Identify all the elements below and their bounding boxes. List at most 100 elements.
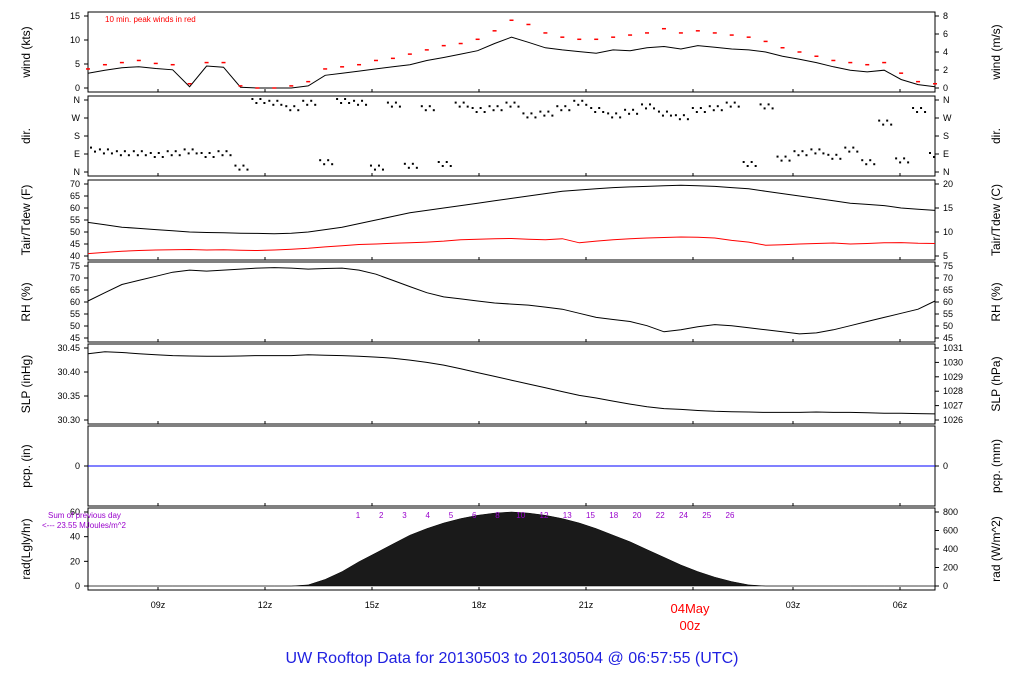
wind-direction-dot xyxy=(390,105,393,108)
y-axis-label-left: rad(Lgly/hr) xyxy=(19,518,33,579)
wind-direction-dot xyxy=(720,109,723,112)
y-tick-label-right: 45 xyxy=(943,333,953,343)
wind-direction-dot xyxy=(496,105,499,108)
y-tick-label-left: W xyxy=(72,113,81,123)
wind-direction-dot xyxy=(632,108,635,111)
wind-direction-dot xyxy=(276,99,279,102)
wind-direction-dot xyxy=(166,150,169,153)
wind-direction-dot xyxy=(136,154,139,157)
radiation-top-label: 2 xyxy=(379,511,384,520)
wind-direction-dot xyxy=(229,154,232,157)
radiation-top-label: 10 xyxy=(516,511,525,520)
wind-direction-dot xyxy=(331,163,334,166)
wind-direction-dot xyxy=(776,155,779,158)
wind-direction-dot xyxy=(407,166,410,169)
wind-direction-dot xyxy=(607,112,610,115)
y-tick-label-right: 50 xyxy=(943,321,953,331)
wind-direction-dot xyxy=(466,105,469,108)
wind-direction-dot xyxy=(865,163,868,166)
radiation-top-label: 15 xyxy=(586,511,595,520)
radiation-sum-value: <--- 23.55 MJoules/m^2 xyxy=(42,521,127,530)
y-tick-label-left: 15 xyxy=(70,11,80,21)
wind-direction-dot xyxy=(297,109,300,112)
y-tick-label-right: 600 xyxy=(943,526,958,536)
wind-direction-dot xyxy=(195,152,198,155)
wind-direction-dot xyxy=(682,114,685,117)
wind-direction-dot xyxy=(530,112,533,115)
wind-direction-dot xyxy=(373,168,376,171)
wind-direction-dot xyxy=(348,102,351,104)
wind-direction-dot xyxy=(242,164,245,167)
wind-direction-dot xyxy=(895,157,898,160)
wind-direction-dot xyxy=(149,152,152,154)
wind-direction-dot xyxy=(916,111,919,113)
wind-direction-dot xyxy=(157,152,160,154)
wind-direction-dot xyxy=(500,109,503,112)
y-tick-label-left: 70 xyxy=(70,273,80,283)
y-tick-label-left: 70 xyxy=(70,179,80,189)
wind-direction-dot xyxy=(191,148,194,151)
wind-direction-dot xyxy=(539,110,542,113)
wind-direction-dot xyxy=(551,114,554,117)
wind-direction-dot xyxy=(573,99,576,102)
wind-direction-dot xyxy=(411,162,414,165)
wind-direction-dot xyxy=(882,123,885,126)
wind-direction-dot xyxy=(912,107,915,109)
y-tick-label-left: 0 xyxy=(75,581,80,591)
wind-direction-dot xyxy=(878,119,881,122)
y-tick-label-right: 1026 xyxy=(943,415,963,425)
radiation-top-label: 1 xyxy=(356,511,361,520)
y-tick-label-right: W xyxy=(943,113,952,123)
y-tick-label-right: 200 xyxy=(943,563,958,573)
wind-direction-dot xyxy=(483,111,486,113)
dewpoint-line xyxy=(87,236,936,255)
wind-direction-dot xyxy=(344,98,347,100)
wind-direction-dot xyxy=(319,159,322,162)
panel-frame xyxy=(87,261,936,343)
date-hour-label: 00z xyxy=(680,618,701,633)
wind-direction-dot xyxy=(733,101,736,104)
wind-direction-dot xyxy=(361,99,364,102)
wind-direction-dot xyxy=(784,155,787,158)
y-tick-label-right: 65 xyxy=(943,285,953,295)
wind-direction-dot xyxy=(924,111,927,113)
wind-direction-dot xyxy=(479,107,482,109)
wind-direction-dot xyxy=(788,159,791,162)
y-tick-label-right: 15 xyxy=(943,203,953,213)
wind-direction-dot xyxy=(598,107,601,109)
sea-level-pressure-line xyxy=(87,351,936,415)
solar-radiation-area xyxy=(88,511,935,587)
y-tick-label-right: 4 xyxy=(943,47,948,57)
wind-direction-dot xyxy=(844,146,847,149)
wind-direction-dot xyxy=(759,103,762,106)
wind-direction-dot xyxy=(234,164,237,167)
y-tick-label-left: 55 xyxy=(70,309,80,319)
y-tick-label-left: 40 xyxy=(70,251,80,261)
wind-direction-dot xyxy=(929,152,931,154)
wind-direction-dot xyxy=(810,148,813,151)
wind-direction-dot xyxy=(653,107,656,110)
y-tick-label-right: 2 xyxy=(943,65,948,75)
wind-direction-dot xyxy=(200,152,203,154)
x-tick-label: 03z xyxy=(786,600,801,610)
y-tick-label-left: N xyxy=(74,167,81,177)
wind-direction-dot xyxy=(123,150,126,153)
wind-direction-dot xyxy=(615,112,618,115)
wind-direction-dot xyxy=(204,156,207,158)
wind-direction-dot xyxy=(127,154,130,157)
wind-direction-dot xyxy=(703,111,706,113)
wind-direction-dot xyxy=(488,105,491,108)
y-axis-label-left: pcp. (in) xyxy=(19,444,33,487)
wind-direction-dot xyxy=(462,101,465,104)
y-tick-label-right: 1027 xyxy=(943,401,963,411)
wind-direction-dot xyxy=(153,156,156,158)
wind-direction-dot xyxy=(534,116,537,119)
y-tick-label-left: 45 xyxy=(70,239,80,249)
figure-title: UW Rooftop Data for 20130503 to 20130504… xyxy=(285,650,739,667)
wind-direction-dot xyxy=(556,105,559,108)
y-axis-label-right: RH (%) xyxy=(989,282,1003,321)
wind-direction-dot xyxy=(861,159,864,162)
y-tick-label-right: N xyxy=(943,167,950,177)
wind-direction-dot xyxy=(251,98,254,100)
panel-frame xyxy=(87,95,936,177)
